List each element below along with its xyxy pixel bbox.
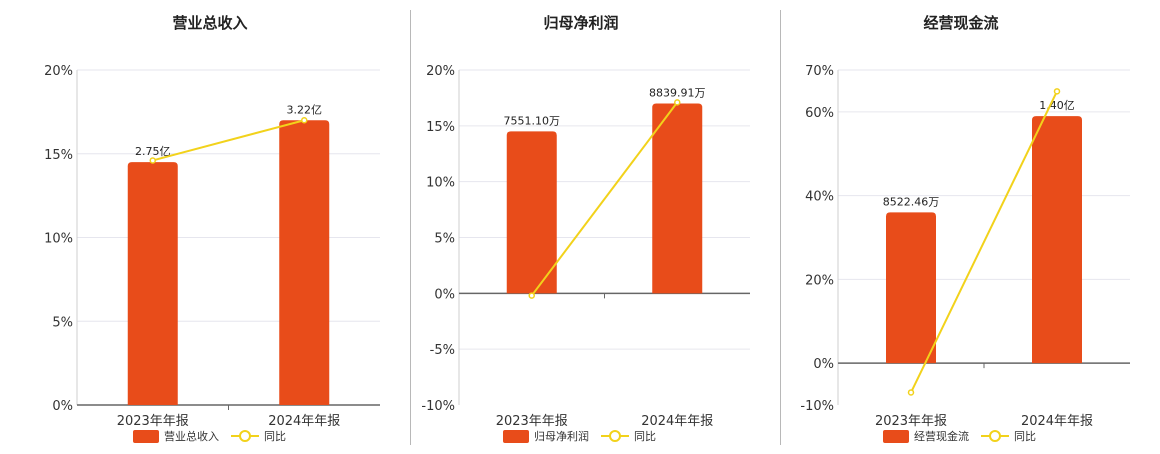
panel-divider-2	[780, 10, 781, 445]
chart-2-yoy-point	[1053, 88, 1061, 95]
chart-2-legend-bar-label: 经营现金流	[914, 429, 969, 443]
chart-1-category-label: 2023年年报	[496, 414, 568, 429]
chart-1-ytick-label: 15%	[426, 120, 455, 135]
chart-0-legend-bar-label: 营业总收入	[164, 429, 219, 443]
chart-2-ytick-label: 40%	[805, 190, 834, 205]
chart-0-ytick-label: 15%	[44, 148, 73, 163]
chart-1-bar	[652, 103, 703, 294]
chart-1-category-label: 2024年年报	[641, 414, 713, 429]
chart-1-ytick-label: 10%	[426, 176, 455, 191]
revenue-chart: 营业总收入 20% 15% 10% 5% 0% 2023年年报 2024年年报 2.75亿 3.2…	[44, 14, 380, 443]
chart-0-ytick-label: 10%	[44, 232, 73, 247]
chart-2-legend-line-marker	[989, 430, 1001, 442]
chart-0-bar	[279, 120, 330, 405]
chart-0-yoy-point	[301, 117, 308, 124]
chart-1-bar-data-label: 7551.10万	[504, 114, 561, 127]
chart-1-ytick-label: -5%	[430, 343, 455, 358]
cash-flow-chart: 经营现金流 70% 60% 40% 20% 0% -10% 2023年年报 2024年年报 852…	[800, 14, 1130, 443]
chart-2-ytick-label: 20%	[805, 273, 834, 288]
chart-1-title: 归母净利润	[543, 14, 618, 32]
chart-1-ytick-label: -10%	[421, 399, 455, 414]
chart-2-legend-line-label: 同比	[1014, 430, 1036, 443]
chart-1-ytick-label: 20%	[426, 64, 455, 79]
chart-0-yoy-line	[152, 119, 305, 162]
chart-2-ytick-label: -10%	[800, 399, 834, 414]
chart-1-legend-bar-swatch	[503, 430, 529, 443]
chart-0-title: 营业总收入	[172, 14, 247, 32]
chart-2-legend-bar-swatch	[883, 430, 909, 443]
chart-1-yoy-point	[674, 99, 681, 106]
chart-2-ytick-label: 70%	[805, 64, 834, 79]
chart-1-legend-line-marker	[609, 430, 621, 442]
chart-2-bar-data-label: 8522.46万	[883, 195, 940, 208]
chart-2-ytick-label: 60%	[805, 106, 834, 121]
chart-panel-cash-flow: 经营现金流 70% 60% 40% 20% 0% -10% 2023年年报 2024年年报 852…	[781, 0, 1160, 450]
chart-2-bar	[886, 212, 936, 364]
chart-2-category-label: 2023年年报	[875, 414, 947, 429]
chart-2-yoy-point	[907, 389, 915, 396]
chart-1-ytick-label: 0%	[434, 287, 455, 302]
chart-0-bar	[127, 162, 178, 405]
chart-1-bar	[506, 131, 557, 294]
chart-2-bar	[1032, 116, 1082, 364]
chart-0-bar-data-label: 3.22亿	[287, 103, 323, 116]
chart-1-yoy-line	[530, 101, 679, 297]
chart-0-bar-data-label: 2.75亿	[135, 145, 171, 158]
chart-1-ytick-label: 5%	[434, 232, 455, 247]
chart-0-yoy-point	[149, 157, 156, 164]
chart-panel-revenue: 营业总收入 20% 15% 10% 5% 0% 2023年年报 2024年年报 2.75亿 3.2…	[0, 0, 400, 450]
chart-0-ytick-label: 5%	[52, 315, 73, 330]
chart-0-category-label: 2024年年报	[268, 414, 340, 429]
chart-1-legend-line-label: 同比	[634, 430, 656, 443]
chart-2-title: 经营现金流	[923, 14, 998, 32]
chart-2-category-label: 2024年年报	[1021, 414, 1093, 429]
chart-0-category-label: 2023年年报	[117, 414, 189, 429]
chart-0-ytick-label: 20%	[44, 64, 73, 79]
chart-2-ytick-label: 0%	[813, 357, 834, 372]
chart-0-ytick-label: 0%	[52, 399, 73, 414]
panel-divider-1	[410, 10, 411, 445]
chart-1-bar-data-label: 8839.91万	[649, 87, 706, 100]
chart-1-legend-bar-label: 归母净利润	[534, 429, 589, 443]
net-profit-chart: 归母净利润 20% 15% 10% 5% 0% -5% -10% 2023年年报 2024年年报 7…	[421, 14, 750, 443]
chart-0-legend-bar-swatch	[133, 430, 159, 443]
chart-0-legend-line-label: 同比	[264, 430, 286, 443]
chart-0-legend-line-marker	[239, 430, 251, 442]
chart-2-bar-data-label: 1.40亿	[1039, 99, 1075, 112]
chart-panel-net-profit: 归母净利润 20% 15% 10% 5% 0% -5% -10% 2023年年报 2024年年报 7…	[411, 0, 780, 450]
chart-2-yoy-line	[910, 90, 1058, 393]
chart-1-yoy-point	[528, 292, 535, 299]
